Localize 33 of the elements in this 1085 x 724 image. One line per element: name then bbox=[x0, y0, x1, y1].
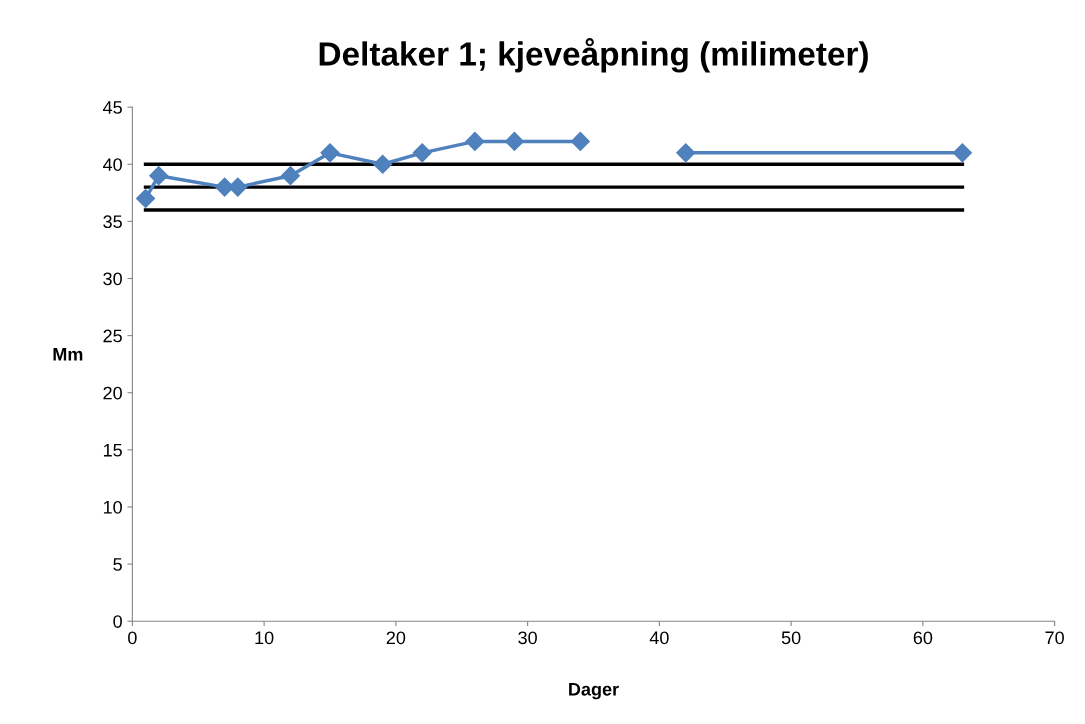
x-tick-label: 30 bbox=[518, 631, 537, 645]
x-axis-title: Dager bbox=[569, 683, 619, 700]
y-tick-label: 5 bbox=[113, 558, 122, 571]
x-tick-label: 40 bbox=[649, 631, 669, 645]
point bbox=[952, 143, 972, 163]
x-tick-label: 70 bbox=[1045, 631, 1064, 645]
point bbox=[465, 131, 485, 151]
point bbox=[676, 143, 696, 163]
point bbox=[412, 143, 432, 163]
point bbox=[320, 143, 340, 163]
point bbox=[136, 189, 156, 209]
x-tick-label: 10 bbox=[255, 631, 274, 645]
y-tick-label: 25 bbox=[103, 329, 122, 343]
y-axis-title: Mm bbox=[53, 348, 83, 361]
y-tick-label: 35 bbox=[103, 215, 122, 229]
y-tick-label: 40 bbox=[102, 158, 122, 171]
y-tick-label: 30 bbox=[103, 272, 122, 286]
y-tick-label: 0 bbox=[113, 615, 122, 628]
point bbox=[228, 177, 248, 197]
y-tick-label: 20 bbox=[103, 386, 122, 400]
y-tick-label: 10 bbox=[103, 500, 122, 514]
y-tick-label: 15 bbox=[103, 443, 122, 457]
chart-title: Deltaker 1; kjeveåpning (milimeter) bbox=[319, 38, 868, 73]
point bbox=[373, 154, 393, 174]
point bbox=[570, 131, 590, 151]
point bbox=[149, 166, 169, 186]
point bbox=[280, 166, 301, 186]
x-tick-label: 60 bbox=[913, 631, 933, 645]
y-tick-label: 45 bbox=[102, 101, 122, 114]
x-tick-label: 20 bbox=[386, 631, 406, 645]
x-tick-label: 0 bbox=[128, 631, 137, 645]
point bbox=[504, 131, 524, 151]
x-tick-label: 50 bbox=[781, 631, 801, 645]
